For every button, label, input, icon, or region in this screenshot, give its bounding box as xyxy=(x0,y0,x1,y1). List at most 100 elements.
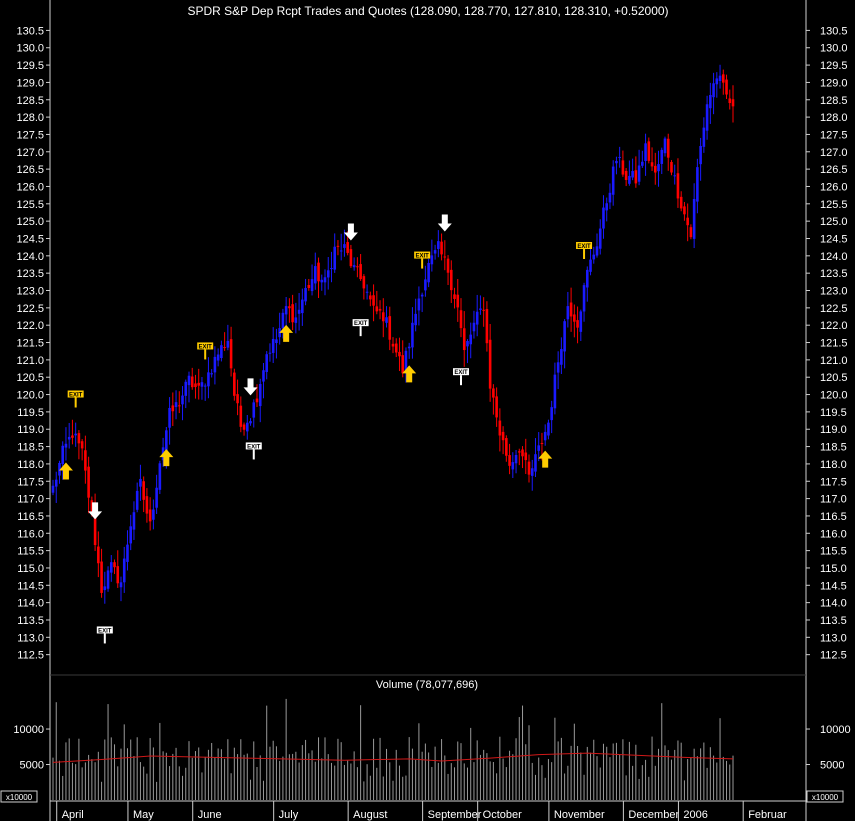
candle-body xyxy=(155,487,158,508)
candle-body xyxy=(210,373,213,375)
candle-body xyxy=(362,276,366,289)
candle-body xyxy=(249,421,252,424)
candle-body xyxy=(242,424,246,430)
candle-body xyxy=(236,394,239,404)
candle-body xyxy=(715,78,719,85)
candle-body xyxy=(258,384,262,407)
time-tick-label: July xyxy=(279,809,299,821)
price-axis-left: 130.5 130.0 129.5 129.0 128.5 128.0 127.5 127.0… xyxy=(16,25,44,661)
candle-body xyxy=(641,161,644,166)
candle-body xyxy=(696,167,699,202)
candle-body xyxy=(731,99,735,107)
price-tick-label: 117.0 xyxy=(820,494,847,506)
candle-body xyxy=(485,309,489,344)
candle-body xyxy=(592,254,596,260)
candle-body xyxy=(372,295,375,306)
candle-body xyxy=(443,256,447,258)
candle-body xyxy=(304,287,307,302)
candle-body xyxy=(663,138,667,154)
candle-body xyxy=(702,127,706,147)
candle-body xyxy=(699,145,702,165)
candle-body xyxy=(689,227,693,238)
candle-body xyxy=(728,98,732,104)
candle-body xyxy=(145,496,149,514)
candle-body xyxy=(203,385,207,387)
price-tick-label: 120.0 xyxy=(16,390,44,402)
candle-body xyxy=(553,374,557,409)
candle-body xyxy=(618,156,621,158)
price-tick-label: 120.5 xyxy=(820,372,848,384)
price-tick-label: 126.5 xyxy=(16,164,44,176)
candle-body xyxy=(521,449,524,457)
candle-body xyxy=(709,95,712,109)
candle-body xyxy=(501,431,505,441)
exit-marker-icon xyxy=(453,368,469,376)
price-tick-label: 113.0 xyxy=(17,632,44,644)
candle-body xyxy=(657,164,660,172)
price-tick-label: 119.5 xyxy=(17,407,44,419)
candle-body xyxy=(446,258,450,273)
candle-body xyxy=(718,75,722,81)
candle-body xyxy=(407,346,411,349)
price-tick-label: 114.5 xyxy=(820,580,847,592)
candle-body xyxy=(168,407,171,428)
price-tick-label: 122.5 xyxy=(16,303,44,315)
candle-body xyxy=(262,370,265,382)
grid-layer xyxy=(46,29,810,656)
candle-body xyxy=(177,405,181,407)
candle-body xyxy=(171,405,175,412)
price-tick-label: 130.5 xyxy=(16,25,44,37)
candle-body xyxy=(255,398,259,403)
price-tick-label: 119.0 xyxy=(820,424,847,436)
candle-body xyxy=(343,244,346,248)
candle-body xyxy=(100,561,103,593)
time-tick-label: October xyxy=(483,809,522,821)
candle-body xyxy=(647,141,651,161)
candle-body xyxy=(537,445,541,451)
candle-body xyxy=(514,454,518,464)
candle-body xyxy=(67,436,71,440)
candle-body xyxy=(356,266,359,268)
candle-body xyxy=(547,422,550,436)
candle-body xyxy=(378,308,382,311)
candle-body xyxy=(605,203,609,211)
time-tick-label: 2006 xyxy=(683,809,707,821)
candle-body xyxy=(139,478,142,487)
price-tick-label: 128.0 xyxy=(16,112,44,124)
buy-arrow-icon xyxy=(538,450,553,468)
price-tick-label: 115.5 xyxy=(17,546,44,558)
candle-body xyxy=(508,455,511,466)
candle-body xyxy=(346,242,349,253)
exit-marker-icon xyxy=(96,626,113,634)
price-tick-label: 130.0 xyxy=(16,43,44,55)
candle-body xyxy=(301,299,304,314)
candle-body xyxy=(479,308,482,310)
price-tick-label: 114.0 xyxy=(820,598,847,610)
candle-body xyxy=(74,433,77,436)
sell-arrow-icon xyxy=(437,214,452,232)
price-tick-label: 119.5 xyxy=(820,407,847,419)
candle-body xyxy=(333,246,337,270)
candle-body xyxy=(103,586,107,591)
candle-body xyxy=(595,246,599,256)
price-tick-label: 118.5 xyxy=(820,442,847,454)
time-tick-label: June xyxy=(198,809,222,821)
candle-body xyxy=(598,228,602,249)
volume-tick-label: 5000 xyxy=(820,760,844,772)
candle-body xyxy=(326,270,330,278)
price-tick-label: 118.0 xyxy=(820,459,847,471)
candle-body xyxy=(660,149,664,164)
candle-body xyxy=(653,165,657,173)
buy-arrow-icon xyxy=(58,462,73,480)
candle-body xyxy=(670,161,673,173)
candle-body xyxy=(381,312,385,322)
candle-body xyxy=(394,343,398,353)
price-tick-label: 129.5 xyxy=(820,60,848,72)
candle-body xyxy=(116,566,120,584)
candle-body xyxy=(216,354,220,361)
candle-body xyxy=(281,312,285,329)
price-tick-label: 124.5 xyxy=(820,233,848,245)
chart-title: SPDR S&P Dep Rcpt Trades and Quotes (128… xyxy=(187,4,668,18)
candle-body xyxy=(495,396,498,418)
price-tick-label: 118.5 xyxy=(17,442,44,454)
